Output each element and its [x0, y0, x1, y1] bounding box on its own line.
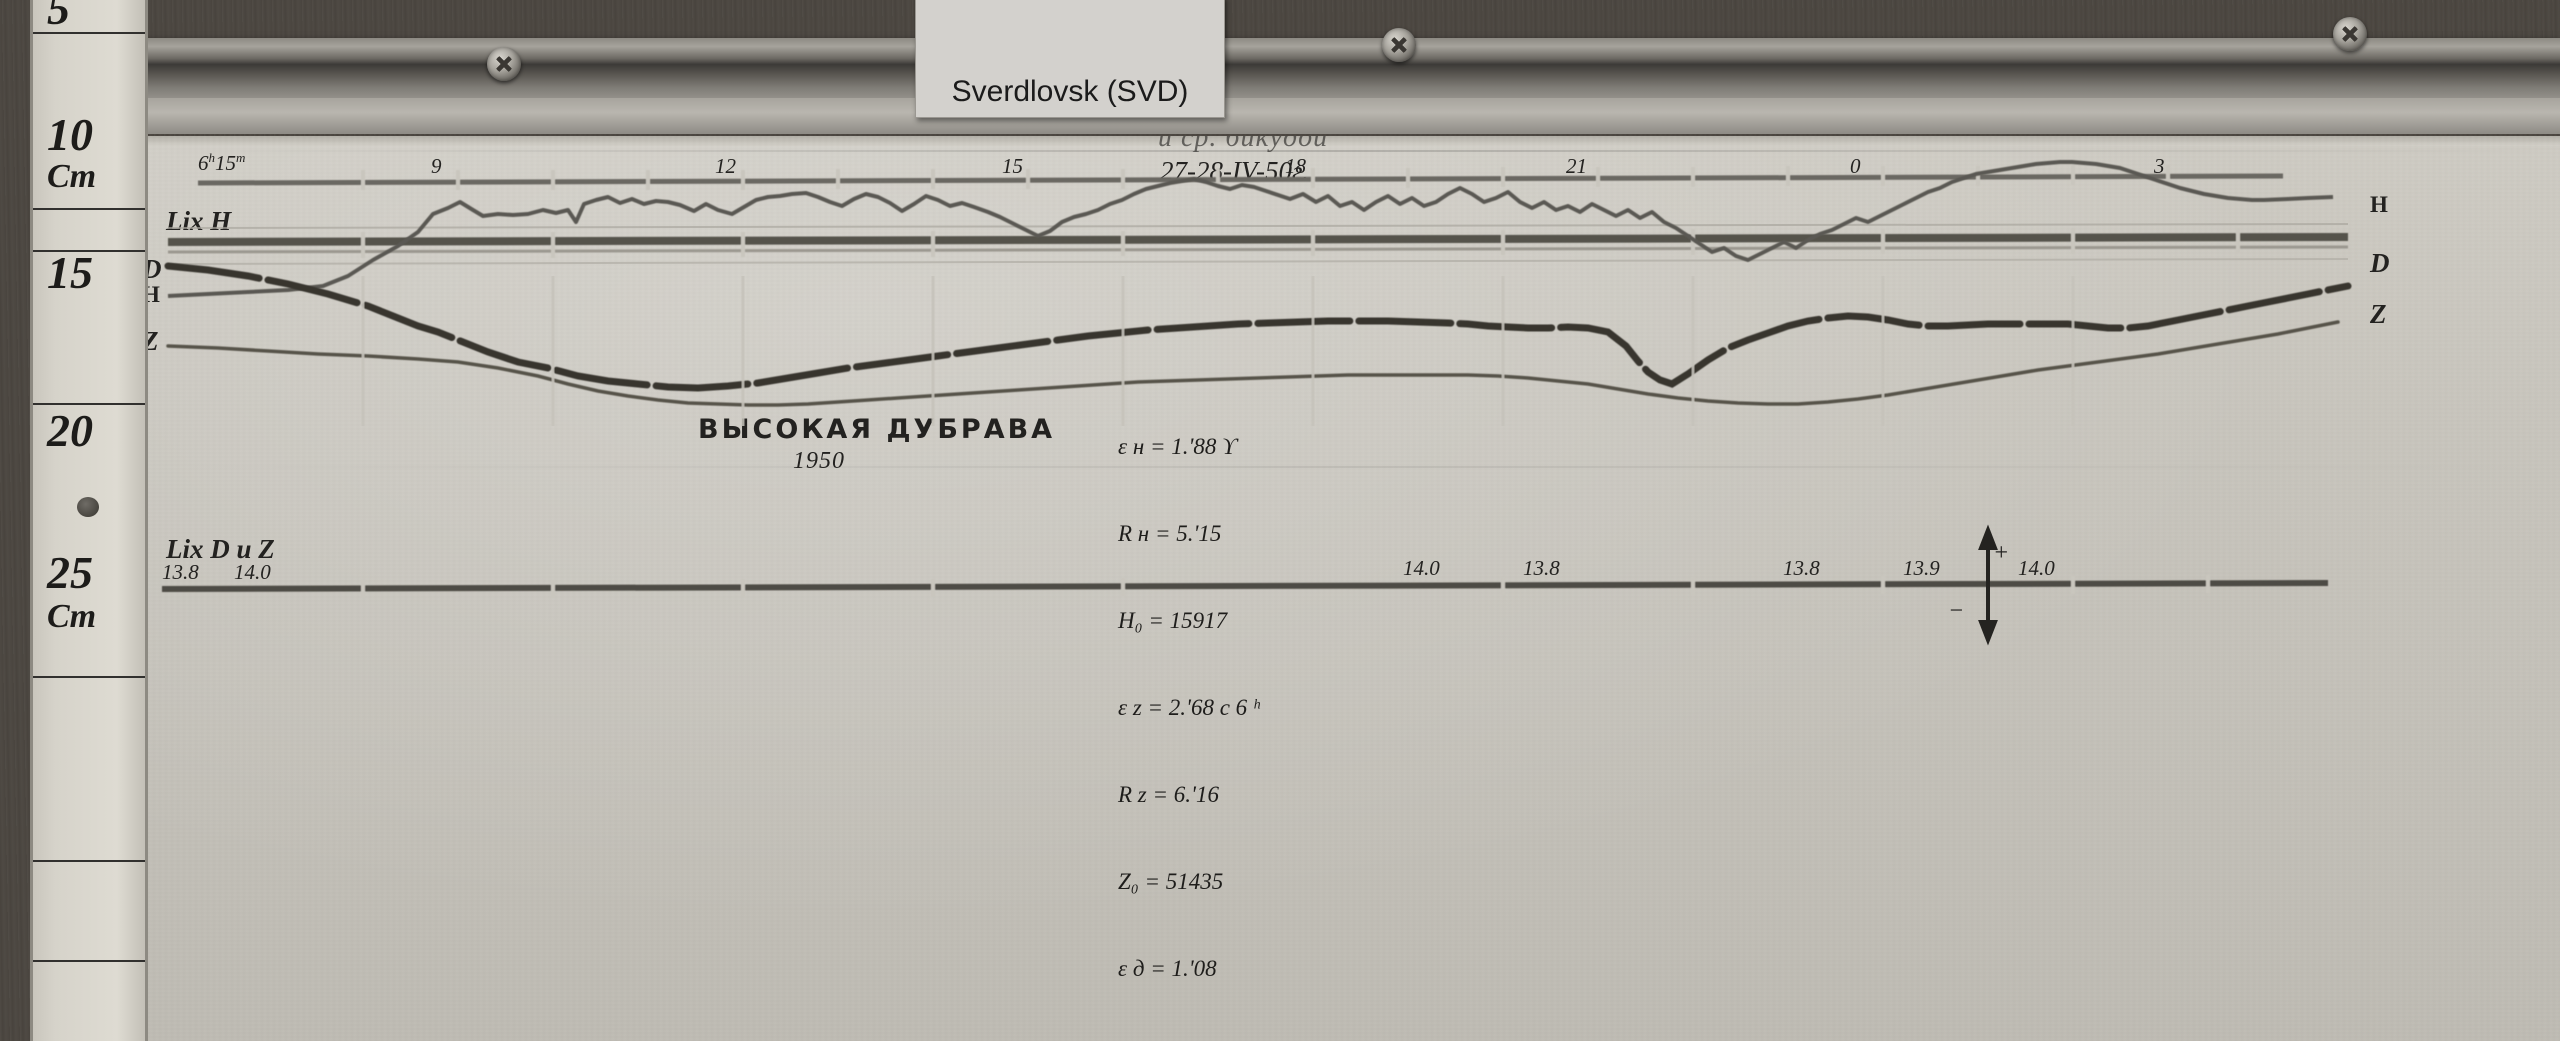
- sheet-top-edge: [148, 136, 2560, 146]
- ruler-label-cm-bottom: Cm: [47, 598, 97, 635]
- screw-icon: [487, 47, 521, 81]
- time-axis-first-label: 6h15m: [198, 150, 246, 175]
- right-label-D: D: [2370, 248, 2390, 278]
- metal-clamp-bar-lower: [140, 98, 2560, 134]
- right-label-Z: Z: [2370, 299, 2387, 329]
- time-axis-tick-0: 0: [1850, 154, 1861, 178]
- station-overlay-text: Sverdlovsk (SVD): [951, 75, 1189, 108]
- temp-baseline-4: 13.9: [1903, 556, 1940, 580]
- corner-number: 117: [2404, 136, 2435, 140]
- ruler-label-cm-top: Cm: [47, 158, 97, 195]
- trace-Z: [166, 320, 2340, 407]
- ruler-tick: [33, 676, 145, 678]
- time-axis-tick-3: 3: [2154, 154, 2165, 178]
- magnetogram-sheet: и ср. бикудои 27-28-IV-50г. 117 6h15m 9 …: [148, 136, 2560, 1041]
- temp-baseline-2: 13.8: [1523, 556, 1560, 580]
- trace-H: [167, 160, 2334, 298]
- paper-crease: [148, 150, 2560, 152]
- time-axis-tick-15: 15: [1002, 154, 1023, 178]
- polarity-minus: −: [1948, 598, 1965, 624]
- baseline-DZ-line: [161, 575, 2329, 598]
- right-label-H: H: [2370, 192, 2388, 217]
- const-h0: H₀ = 15917: [1118, 608, 1228, 633]
- trace-time-breaks: [361, 276, 2075, 426]
- ruler-tick: [33, 860, 145, 862]
- ruler-tick: [33, 32, 145, 34]
- polarity-plus: +: [1993, 540, 2010, 566]
- const-z0: Z₀ = 51435: [1118, 869, 1224, 894]
- screw-icon: [2333, 17, 2367, 51]
- screw-icon: [1382, 28, 1416, 62]
- header-scrawl: и ср. бикудои: [1158, 136, 1329, 153]
- temp-baseline-3: 13.8: [1783, 556, 1820, 580]
- const-r-h: R н = 5.'15: [1118, 521, 1222, 546]
- temp-left-1: 13.8: [162, 560, 199, 584]
- ghost-baseline-lower: [167, 258, 2349, 265]
- time-scale-line: [197, 165, 2284, 190]
- observatory-year: 1950: [793, 448, 845, 474]
- trace-D: [164, 262, 2352, 392]
- time-axis-tick-12: 12: [715, 154, 736, 178]
- ruler-label-25: 25: [47, 547, 93, 598]
- left-label-Z: Z: [148, 326, 159, 357]
- baseline-H-line: [167, 228, 2349, 258]
- temp-baseline-5: 14.0: [2018, 556, 2055, 580]
- left-label-D: D: [148, 254, 162, 285]
- station-overlay-tag: Sverdlovsk (SVD): [915, 0, 1225, 118]
- ruler-label-20: 20: [47, 405, 93, 456]
- ruler-label-top-partial: 5: [47, 0, 70, 34]
- const-eps-z: ε z = 2.'68 c 6 ʰ: [1118, 695, 1260, 720]
- ruler-label-15: 15: [47, 247, 93, 298]
- ruler-tick: [33, 208, 145, 210]
- paper-crease: [148, 466, 2560, 468]
- const-eps-h: ε н = 1.'88 ϒ: [1118, 434, 1237, 459]
- ruler-reference-dot: [77, 497, 99, 517]
- temp-baseline-1: 14.0: [1403, 556, 1440, 580]
- trace-plot: [161, 160, 2352, 646]
- left-label-H: H: [148, 282, 160, 307]
- polarity-arrow-marker: [1978, 524, 1998, 646]
- time-axis-tick-18: 18: [1285, 154, 1306, 178]
- temp-left-2: 14.0: [234, 560, 271, 584]
- time-axis-tick-9: 9: [431, 154, 442, 178]
- metal-clamp-bar: [140, 38, 2560, 98]
- const-eps-d: ε д = 1.'08: [1118, 956, 1217, 981]
- const-r-z: R z = 6.'16: [1118, 782, 1219, 807]
- ghost-baseline-upper: [167, 223, 2349, 229]
- scale-constants-block: ε н = 1.'88 ϒ R н = 5.'15 H₀ = 15917 ε z…: [1118, 374, 1259, 1041]
- ruler-tick: [33, 960, 145, 962]
- ruler-tick: [33, 250, 145, 252]
- baseline-h-label: Lix H: [166, 206, 232, 236]
- time-axis-tick-21: 21: [1566, 154, 1587, 178]
- observatory-name: ВЫСОКАЯ ДУБРАВА: [698, 414, 1056, 445]
- ruler-tick: [33, 403, 145, 405]
- measuring-ruler: 5 10 Cm 15 20 25 Cm: [30, 0, 148, 1041]
- baseline-dz-label: Lix D и Z: [166, 534, 275, 564]
- ruler-label-10: 10: [47, 109, 93, 160]
